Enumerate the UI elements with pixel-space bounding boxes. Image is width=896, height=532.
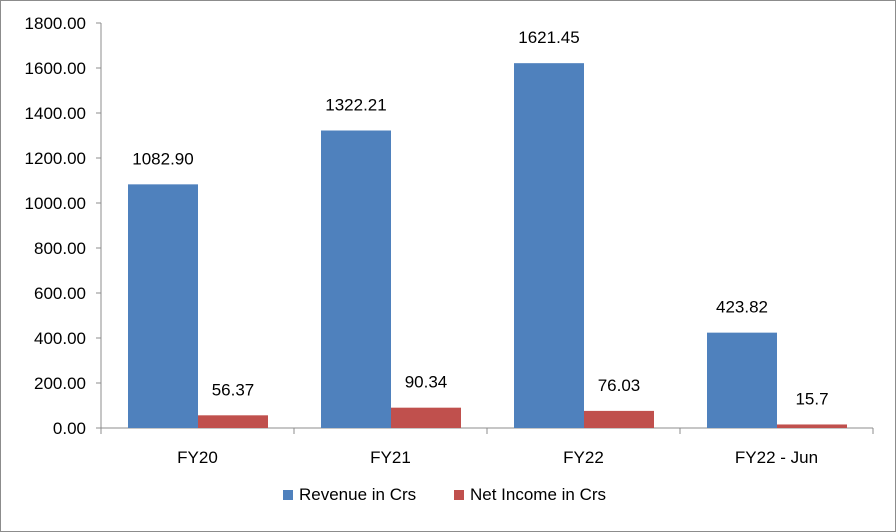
y-tick-label: 1400.00 — [25, 104, 86, 123]
y-tick-label: 200.00 — [34, 374, 86, 393]
x-tick-label: FY22 — [563, 448, 604, 467]
y-tick-label: 0.00 — [53, 419, 86, 438]
legend: Revenue in Crs Net Income in Crs — [283, 485, 606, 504]
y-tick-label: 400.00 — [34, 329, 86, 348]
data-label: 56.37 — [212, 380, 255, 399]
data-label: 1621.45 — [518, 28, 579, 47]
data-label: 15.7 — [795, 389, 828, 408]
legend-swatch — [454, 490, 464, 500]
bar-net-income — [584, 410, 654, 428]
bar-net-income — [198, 415, 268, 428]
data-label: 76.03 — [598, 376, 641, 395]
y-tick-label: 1600.00 — [25, 59, 86, 78]
data-label: 1082.90 — [132, 149, 193, 168]
y-tick-label: 600.00 — [34, 284, 86, 303]
labels: FY20 FY21 FY22 FY22 - Jun 1082.90 1322.21 1621… — [132, 28, 828, 467]
y-tick-label: 800.00 — [34, 239, 86, 258]
x-tick-label: FY21 — [370, 448, 411, 467]
data-label: 423.82 — [716, 298, 768, 317]
data-label: 90.34 — [405, 373, 448, 392]
bar-revenue — [707, 332, 777, 428]
legend-label: Revenue in Crs — [299, 485, 416, 504]
y-tick-label: 1800.00 — [25, 14, 86, 33]
bar-net-income — [391, 407, 461, 428]
data-label: 1322.21 — [325, 96, 386, 115]
bar-revenue — [128, 184, 198, 428]
x-tick-label: FY20 — [177, 448, 218, 467]
bar-net-income — [777, 424, 847, 428]
y-tick-label: 1200.00 — [25, 149, 86, 168]
bar-revenue — [514, 63, 584, 429]
bars — [128, 63, 847, 429]
bar-revenue — [321, 130, 391, 428]
x-tick-label: FY22 - Jun — [735, 448, 818, 467]
legend-swatch — [283, 490, 293, 500]
axes: 0.00 200.00 400.00 600.00 800.00 1000.00 1200.… — [25, 14, 874, 438]
y-tick-label: 1000.00 — [25, 194, 86, 213]
legend-label: Net Income in Crs — [470, 485, 606, 504]
